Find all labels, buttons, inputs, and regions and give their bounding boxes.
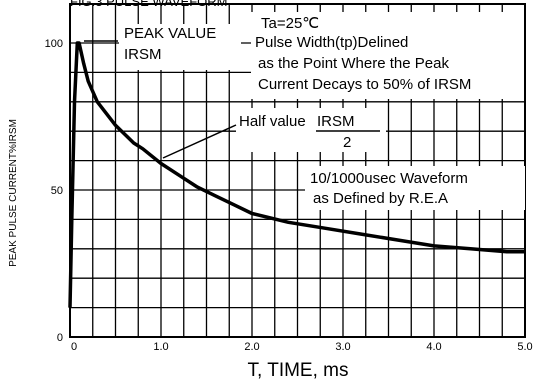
y-tick-label: 50: [51, 185, 63, 197]
irsm-label: IRSM: [124, 46, 162, 63]
y-tick-label: 100: [45, 38, 63, 50]
half-value-leader-line: [162, 124, 237, 159]
waveform-note-line2: as Defined by R.E.A: [313, 190, 448, 207]
x-tick-label: 3.0: [335, 341, 350, 353]
peak-value-box: [119, 24, 241, 70]
pulse-note-box: [251, 12, 524, 99]
x-tick-label: 1.0: [153, 341, 168, 353]
x-tick-labels: 0 1.0 2.0 3.0 4.0 5.0: [71, 341, 533, 353]
pulse-note-line2: as the Point Where the Peak: [258, 55, 449, 72]
x-tick-label: 5.0: [517, 341, 532, 353]
waveform-note-line1: 10/1000usec Waveform: [310, 170, 468, 187]
y-axis-label: PEAK PULSE CURRENT%IRSM: [8, 119, 19, 267]
y-tick-label: 0: [57, 332, 63, 344]
y-tick-labels: 0 50 100: [45, 38, 63, 344]
ta-label: Ta=25℃: [261, 15, 319, 32]
x-tick-label: 2.0: [244, 341, 259, 353]
peak-value-label: PEAK VALUE: [124, 25, 216, 42]
pulse-note-line1: Pulse Width(tp)Delined: [255, 34, 408, 51]
x-tick-label: 4.0: [426, 341, 441, 353]
half-value-numerator: IRSM: [317, 113, 355, 130]
half-value-label: Half value: [239, 113, 306, 130]
x-tick-label: 0: [71, 341, 77, 353]
series-line: [68, 41, 525, 308]
half-value-box: [236, 108, 386, 152]
half-value-denominator: 2: [343, 134, 351, 151]
pulse-note-line3: Current Decays to 50% of IRSM: [258, 76, 471, 93]
waveform-note-box: [305, 166, 525, 210]
x-axis-label: T, TIME, ms: [248, 360, 349, 381]
